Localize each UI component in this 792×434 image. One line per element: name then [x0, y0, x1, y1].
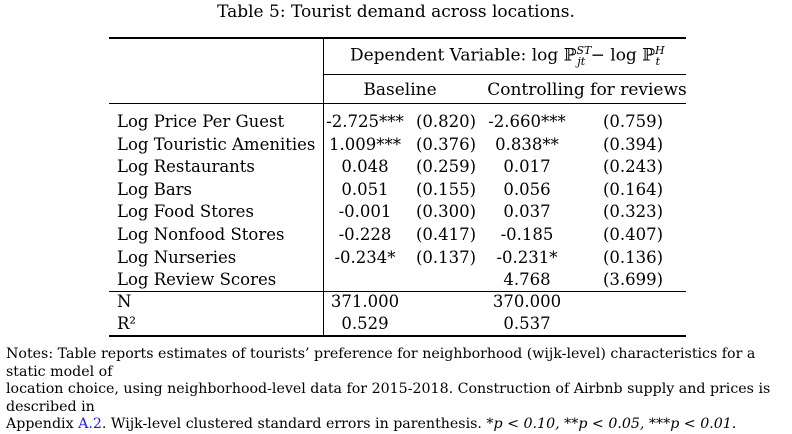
baseline-coefficient: -0.234* [334, 247, 396, 267]
reviews-std-error: (0.136) [602, 247, 664, 267]
reviews-std-error: (0.164) [602, 179, 664, 199]
reviews-std-error: (0.407) [602, 225, 664, 244]
table-notes: Notes: Table reports estimates of touris… [6, 346, 788, 434]
reviews-coefficient: -2.660*** [488, 112, 566, 131]
notes-line-3: Appendix A.2. Wijk-level clustered stand… [6, 416, 737, 432]
baseline-stat: 0.529 [341, 313, 389, 333]
baseline-coefficient: -2.725*** [326, 112, 404, 131]
baseline-coefficient: -0.001 [338, 202, 392, 222]
row-label: Log Review Scores [117, 270, 277, 290]
baseline-std-error: (0.300) [415, 202, 477, 222]
row-label: Log Price Per Guest [117, 112, 285, 131]
stats-rule [109, 291, 686, 292]
baseline-coefficient: 1.009*** [329, 134, 401, 154]
header-rule [109, 103, 686, 104]
reviews-coefficient: 0.037 [503, 202, 551, 222]
baseline-std-error: (0.417) [415, 225, 477, 244]
row-label: Log Nonfood Stores [117, 225, 285, 244]
baseline-coefficient: 0.051 [341, 179, 389, 199]
row-label: Log Food Stores [117, 202, 254, 222]
reviews-std-error: (0.243) [602, 157, 664, 177]
dep-var-rule [323, 74, 686, 75]
reviews-std-error: (0.394) [602, 134, 664, 154]
row-label: Log Restaurants [117, 157, 255, 177]
stat-label: R² [117, 313, 137, 333]
reviews-coefficient: -0.185 [500, 225, 554, 244]
reviews-std-error: (3.699) [602, 270, 664, 290]
row-label: Log Bars [117, 179, 193, 199]
row-label: Log Touristic Amenities [117, 134, 316, 154]
reviews-std-error: (0.323) [602, 202, 664, 222]
reviews-coefficient: 0.056 [503, 179, 551, 199]
reviews-stat: 370.000 [492, 292, 562, 311]
notes-line-2: location choice, using neighborhood-leve… [6, 381, 771, 415]
group-header-baseline: Baseline [363, 80, 437, 100]
baseline-std-error: (0.820) [415, 112, 477, 131]
reviews-coefficient: 4.768 [503, 270, 551, 290]
baseline-coefficient: -0.228 [338, 225, 392, 244]
baseline-coefficient: 0.048 [341, 157, 389, 177]
bottom-rule [109, 335, 686, 337]
reviews-coefficient: 0.838** [495, 134, 559, 154]
baseline-std-error: (0.137) [415, 247, 477, 267]
baseline-std-error: (0.376) [415, 134, 477, 154]
stat-label: N [117, 292, 132, 311]
reviews-coefficient: -0.231* [496, 247, 558, 267]
notes-line-1: Notes: Table reports estimates of touris… [6, 346, 756, 380]
baseline-std-error: (0.155) [415, 179, 477, 199]
row-label: Log Nurseries [117, 247, 237, 267]
top-rule [109, 37, 686, 39]
column-divider [323, 37, 324, 336]
dependent-variable-header: Dependent Variable: log ℙSTjt − log ℙHt [349, 44, 665, 69]
baseline-stat: 371.000 [330, 292, 400, 311]
table-caption: Table 5: Tourist demand across locations… [217, 2, 575, 22]
reviews-std-error: (0.759) [602, 112, 664, 131]
group-header-reviews: Controlling for reviews [487, 80, 687, 100]
reviews-stat: 0.537 [503, 313, 551, 333]
reviews-coefficient: 0.017 [503, 157, 551, 177]
baseline-std-error: (0.259) [415, 157, 477, 177]
appendix-link[interactable]: A.2 [78, 416, 102, 432]
